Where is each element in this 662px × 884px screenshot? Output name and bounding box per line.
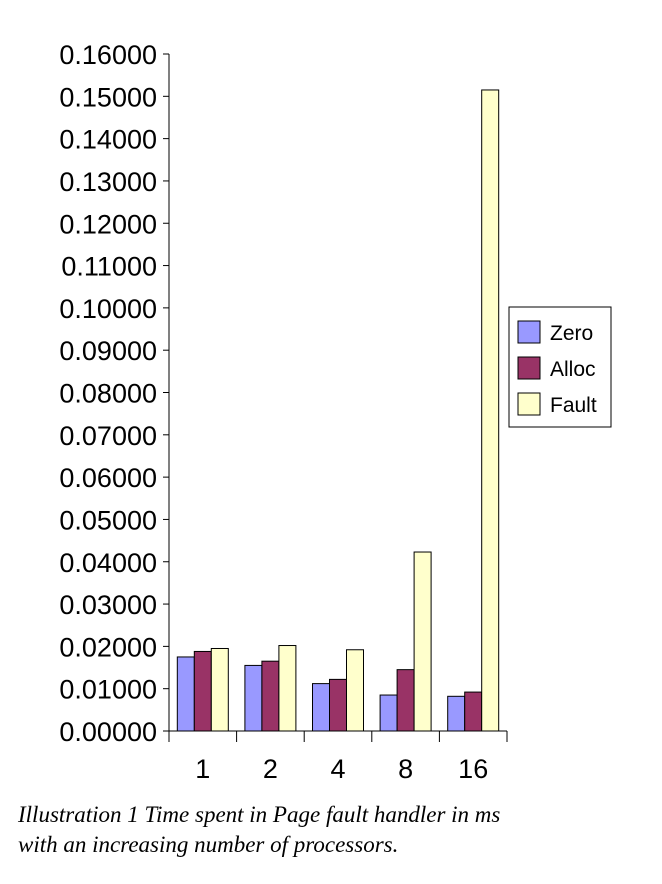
- legend-swatch-alloc: [517, 356, 541, 380]
- bars-group: [176, 89, 500, 732]
- y-tick-label: 0.00000: [59, 717, 157, 747]
- y-tick-label: 0.01000: [59, 675, 157, 705]
- y-tick-label: 0.09000: [59, 336, 157, 366]
- caption-line-1: Illustration 1 Time spent in Page fault …: [18, 802, 501, 827]
- x-tick-label: 1: [195, 754, 210, 784]
- legend-label-alloc: Alloc: [550, 358, 596, 381]
- y-tick-label: 0.13000: [59, 167, 157, 197]
- y-tick-label: 0.12000: [59, 209, 157, 239]
- bar-fault-8: [413, 551, 432, 732]
- y-tick-label: 0.10000: [59, 294, 157, 324]
- bar-fault-16: [481, 89, 500, 732]
- y-tick-label: 0.16000: [59, 40, 157, 70]
- y-tick-label: 0.11000: [61, 252, 157, 282]
- y-tick-label: 0.06000: [59, 463, 157, 493]
- figure-caption: Illustration 1 Time spent in Page fault …: [18, 800, 638, 860]
- bar-alloc-16: [464, 691, 483, 732]
- caption-line-2: with an increasing number of processors.: [18, 832, 399, 857]
- bar-fault-1: [210, 647, 229, 732]
- bar-zero-8: [379, 694, 398, 732]
- bar-zero-4: [312, 683, 330, 732]
- x-axis: 1 2 4 8 16: [168, 730, 508, 784]
- bar-fault-2: [278, 645, 297, 732]
- bar-alloc-1: [193, 650, 212, 732]
- bar-alloc-2: [261, 660, 280, 732]
- legend-swatch-zero: [517, 320, 541, 344]
- bar-alloc-8: [396, 669, 415, 732]
- legend-label-zero: Zero: [550, 322, 593, 345]
- x-tick-label: 16: [458, 754, 488, 784]
- legend-label-fault: Fault: [550, 394, 597, 417]
- y-tick-label: 0.08000: [59, 379, 157, 409]
- legend: Zero Alloc Fault: [508, 306, 612, 428]
- x-tick-label: 4: [330, 754, 345, 784]
- y-tick-label: 0.02000: [59, 632, 157, 662]
- x-tick-label: 8: [398, 754, 413, 784]
- y-tick-label: 0.03000: [59, 590, 157, 620]
- bar-alloc-4: [329, 678, 347, 732]
- y-tick-label: 0.07000: [59, 421, 157, 451]
- y-tick-label: 0.15000: [59, 82, 157, 112]
- y-tick-label: 0.04000: [59, 548, 157, 578]
- y-tick-label: 0.14000: [59, 125, 157, 155]
- bar-chart: 0.00000 0.01000 0.02000 0.03000 0.04000 0.050…: [59, 40, 612, 784]
- bar-zero-2: [244, 664, 263, 732]
- x-tick-label: 2: [263, 754, 278, 784]
- bar-zero-1: [176, 656, 195, 732]
- bar-zero-16: [447, 695, 466, 732]
- y-axis: 0.00000 0.01000 0.02000 0.03000 0.04000 0.050…: [59, 40, 170, 747]
- bar-fault-4: [346, 649, 364, 732]
- legend-swatch-fault: [517, 392, 541, 416]
- y-tick-label: 0.05000: [59, 505, 157, 535]
